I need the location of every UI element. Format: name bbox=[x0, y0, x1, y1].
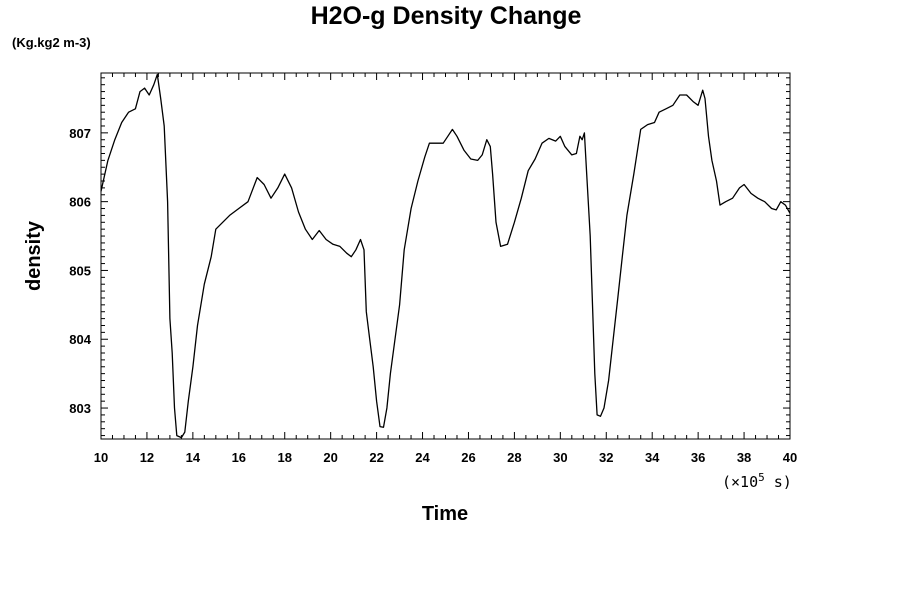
tick-labels: 10 12 14 16 18 20 22 24 26 28 30 32 34 36 38 40 803 804 80… bbox=[69, 126, 797, 465]
density-series-line bbox=[100, 73, 791, 439]
axis-ticks bbox=[100, 73, 791, 439]
x-tick-label: 20 bbox=[323, 450, 337, 465]
x-scale-label: (×105 s) bbox=[722, 471, 792, 491]
x-tick-label: 32 bbox=[599, 450, 613, 465]
y-tick-label: 807 bbox=[69, 126, 91, 141]
x-tick-label: 10 bbox=[94, 450, 108, 465]
x-tick-label: 16 bbox=[232, 450, 246, 465]
y-tick-label: 806 bbox=[69, 195, 91, 210]
x-tick-label: 18 bbox=[277, 450, 291, 465]
x-tick-label: 34 bbox=[645, 450, 660, 465]
x-tick-label: 12 bbox=[140, 450, 154, 465]
y-axis-label: density bbox=[23, 220, 45, 291]
x-tick-label: 26 bbox=[461, 450, 475, 465]
units-label: (Kg.kg2 m-3) bbox=[12, 35, 91, 50]
chart-title: H2O-g Density Change bbox=[311, 2, 582, 30]
x-tick-label: 22 bbox=[369, 450, 383, 465]
series-lines bbox=[100, 73, 791, 439]
x-scale-exponent: 5 bbox=[758, 471, 765, 484]
x-axis-label: Time bbox=[422, 503, 468, 525]
y-tick-label: 803 bbox=[69, 401, 91, 416]
y-tick-label: 804 bbox=[69, 332, 91, 347]
x-tick-label: 30 bbox=[553, 450, 567, 465]
x-tick-label: 28 bbox=[507, 450, 521, 465]
x-tick-label: 38 bbox=[737, 450, 751, 465]
x-tick-label: 14 bbox=[186, 450, 201, 465]
x-tick-label: 24 bbox=[415, 450, 430, 465]
x-tick-label: 36 bbox=[691, 450, 705, 465]
y-tick-label: 805 bbox=[69, 263, 91, 278]
x-scale-unit: s) bbox=[765, 473, 792, 491]
x-tick-label: 40 bbox=[783, 450, 797, 465]
plot-frame bbox=[100, 72, 791, 440]
